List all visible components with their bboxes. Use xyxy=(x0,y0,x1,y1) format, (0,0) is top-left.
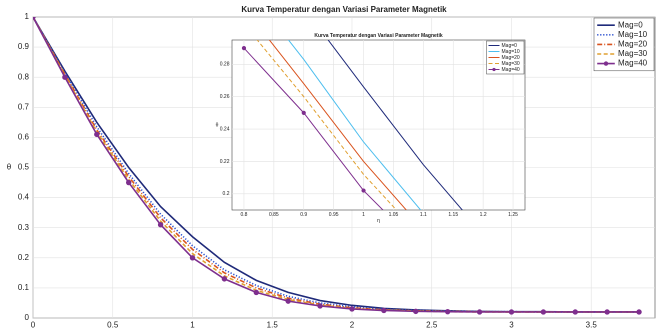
y-tick-label: 0.5 xyxy=(18,163,30,172)
x-tick-label: 1.25 xyxy=(508,212,518,218)
x-tick-label: 3.5 xyxy=(586,320,598,329)
marker xyxy=(62,74,68,80)
marker xyxy=(301,110,306,115)
series-group xyxy=(241,40,463,210)
y-tick-label: 0.28 xyxy=(220,62,230,68)
plot-area xyxy=(231,39,526,211)
x-tick-label: 0.8 xyxy=(240,212,247,218)
y-tick-label: 0.24 xyxy=(220,126,230,132)
legend-label: Mag=20 xyxy=(618,40,648,49)
series-line xyxy=(287,40,422,210)
marker xyxy=(33,17,36,20)
x-axis-label: η xyxy=(377,218,380,224)
y-tick-label: 0.3 xyxy=(18,223,30,232)
marker xyxy=(361,188,366,193)
x-tick-label: 0.5 xyxy=(107,320,119,329)
marker xyxy=(476,309,483,315)
legend-label: Mag=30 xyxy=(502,61,520,67)
y-axis-label: θ xyxy=(7,163,12,172)
legend-box xyxy=(593,17,655,72)
x-tick-label: 1.05 xyxy=(389,212,399,218)
legend-marker xyxy=(603,61,609,66)
series-line xyxy=(256,40,398,210)
y-tick-label: 0.6 xyxy=(18,133,30,142)
marker xyxy=(349,306,355,312)
y-tick-label: 0.7 xyxy=(18,102,30,111)
x-tick-label: 2 xyxy=(350,320,355,329)
y-tick-label: 0.22 xyxy=(220,159,230,165)
x-tick-label: 1.15 xyxy=(448,212,458,218)
marker xyxy=(444,308,451,315)
marker xyxy=(253,289,259,296)
y-tick-label: 1 xyxy=(25,12,30,21)
legend-label: Mag=40 xyxy=(502,67,520,73)
legend-label: Mag=20 xyxy=(502,55,520,61)
y-tick-label: 0.2 xyxy=(18,253,30,262)
marker xyxy=(189,255,196,261)
marker xyxy=(241,45,247,51)
series-line xyxy=(33,17,640,313)
series-line xyxy=(327,40,463,210)
y-axis-label: θ xyxy=(216,122,219,128)
legend-label: Mag=0 xyxy=(502,43,518,49)
marker xyxy=(125,179,132,186)
marker xyxy=(285,298,291,304)
x-tick-label: 1 xyxy=(362,212,365,218)
plot: 0.8 0.85 0.9 0.95 1 1.05 1.1 1.15 1.2 1.25 0.2 0.22… xyxy=(216,33,526,224)
y-tick-label: 0 xyxy=(25,313,30,322)
chart-title: Kurva Temperatur dengan Variasi Paramete… xyxy=(314,33,443,39)
legend-marker xyxy=(492,67,496,72)
y-tick-label: 0.8 xyxy=(18,72,30,81)
legend-label: Mag=0 xyxy=(618,20,643,29)
y-tick-label: 0.2 xyxy=(223,191,230,197)
marker xyxy=(94,131,100,138)
x-tick-label: 3 xyxy=(509,320,514,329)
marker xyxy=(157,221,164,228)
marker xyxy=(540,309,547,315)
x-tick-label: 0.9 xyxy=(300,212,307,218)
x-tick-label: 0 xyxy=(31,320,36,329)
marker xyxy=(221,276,228,282)
chart-title: Kurva Temperatur dengan Variasi Paramete… xyxy=(241,5,447,14)
marker xyxy=(317,303,323,309)
legend-label: Mag=10 xyxy=(502,49,520,55)
x-tick-label: 1.1 xyxy=(420,212,427,218)
y-tick-label: 0.9 xyxy=(18,42,30,51)
x-tick-label: 1 xyxy=(190,320,195,329)
series-group xyxy=(33,17,642,315)
marker xyxy=(508,309,515,315)
marker xyxy=(604,309,610,315)
x-tick-label: 0.95 xyxy=(329,212,339,218)
legend-label: Mag=40 xyxy=(618,59,648,68)
marker xyxy=(572,309,578,315)
x-tick-label: 2.5 xyxy=(426,320,438,329)
legend-label: Mag=30 xyxy=(618,49,648,58)
x-tick-label: 1.2 xyxy=(480,212,487,218)
legend-label: Mag=10 xyxy=(618,30,648,39)
marker xyxy=(413,308,419,315)
series-line xyxy=(268,40,407,210)
marker xyxy=(381,307,387,314)
y-tick-label: 0.4 xyxy=(18,193,30,202)
x-tick-label: 1.5 xyxy=(267,320,279,329)
marker xyxy=(636,309,642,315)
x-tick-label: 0.85 xyxy=(269,212,279,218)
y-tick-label: 0.1 xyxy=(18,283,30,292)
series-line xyxy=(33,17,640,313)
y-tick-label: 0.26 xyxy=(220,94,230,100)
